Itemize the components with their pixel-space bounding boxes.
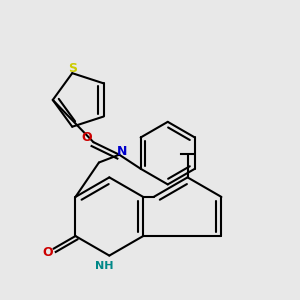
Text: NH: NH bbox=[94, 261, 113, 271]
Text: N: N bbox=[116, 145, 127, 158]
Text: O: O bbox=[42, 246, 53, 259]
Text: S: S bbox=[68, 62, 77, 75]
Text: O: O bbox=[81, 131, 92, 144]
